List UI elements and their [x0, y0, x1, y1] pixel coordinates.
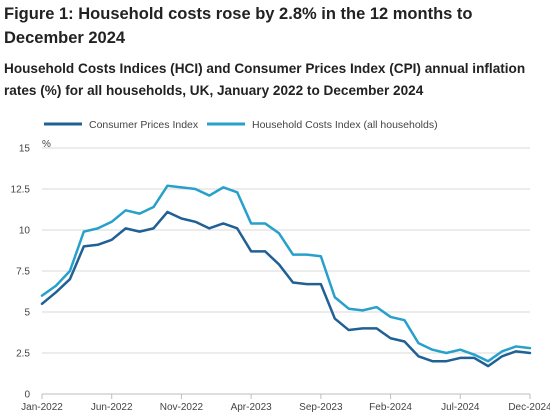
y-tick-label: 10: [19, 226, 31, 237]
x-tick-label: Jul-2024: [441, 402, 480, 413]
legend-label-cpi: Consumer Prices Index: [89, 119, 199, 131]
series-line-hci: [40, 184, 532, 363]
grid-lines: [42, 147, 530, 395]
y-tick-label: 2.5: [16, 349, 30, 360]
figure-title: Figure 1: Household costs rose by 2.8% i…: [4, 5, 473, 47]
y-axis-ticks: 0 2.5 5 7.5 10 12.5 15: [11, 144, 31, 401]
x-tick-label: Sep-2023: [299, 402, 343, 413]
figure-subtitle: Household Costs Indices (HCI) and Consum…: [4, 61, 526, 98]
x-tick-label: Jun-2022: [91, 402, 133, 413]
x-tick-label: Dec-2024: [508, 402, 550, 413]
x-axis-ticks: Jan-2022 Jun-2022 Nov-2022 Apr-2023 Sep-2023…: [21, 394, 550, 413]
x-tick-label: Feb-2024: [369, 402, 412, 413]
x-tick-label: Nov-2022: [160, 402, 204, 413]
y-tick-label: 0: [24, 390, 30, 401]
x-tick-label: Apr-2023: [231, 402, 273, 413]
x-tick-label: Jan-2022: [21, 402, 63, 413]
series-line-cpi: [40, 210, 532, 368]
y-tick-label: 15: [19, 144, 31, 155]
legend-label-hci: Household Costs Index (all households): [252, 119, 438, 131]
chart-legend: Consumer Prices Index Household Costs In…: [44, 119, 438, 131]
series-lines: [40, 184, 532, 368]
y-tick-label: 12.5: [11, 185, 31, 196]
y-tick-label: 7.5: [16, 267, 30, 278]
y-axis-unit-label: %: [42, 139, 51, 150]
y-tick-label: 5: [24, 308, 30, 319]
